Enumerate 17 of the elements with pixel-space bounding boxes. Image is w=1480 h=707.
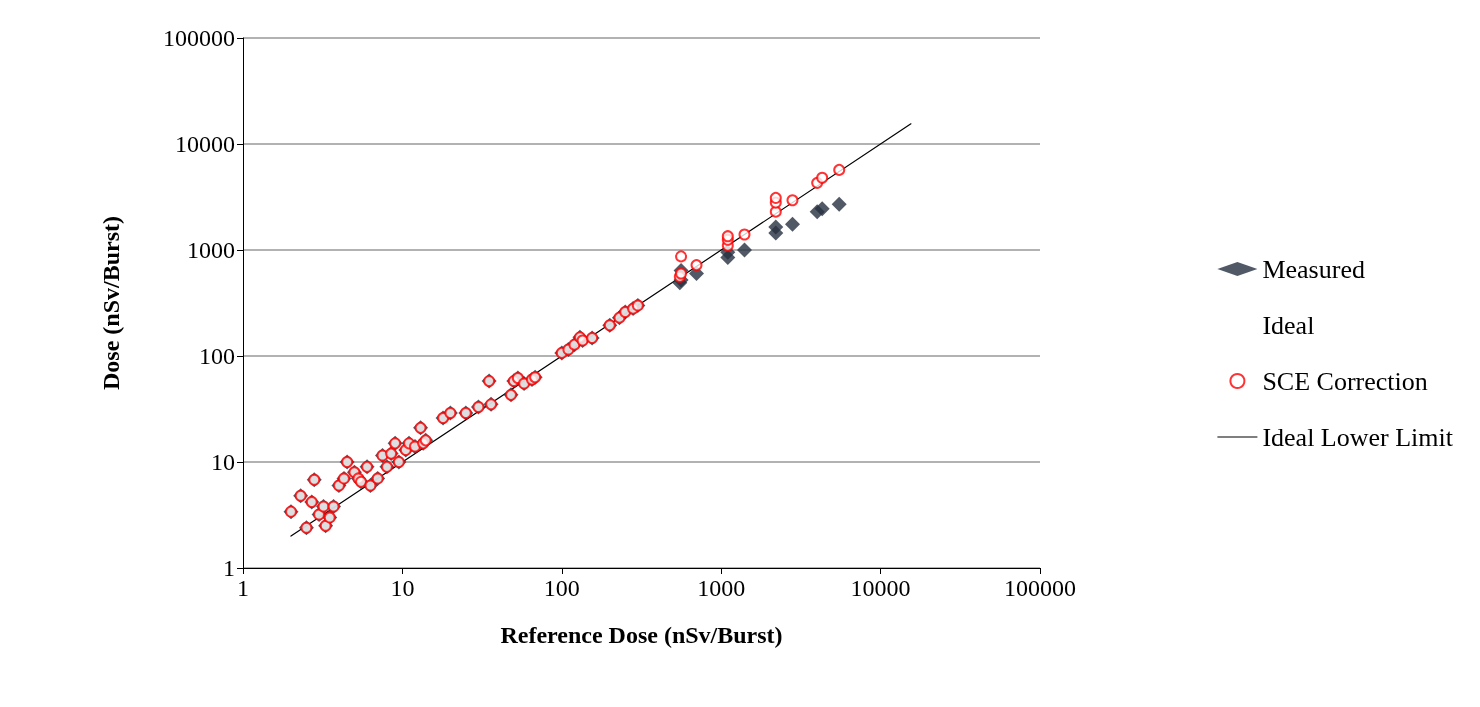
x-tick-label: 1000 — [697, 575, 746, 601]
x-tick-label: 10000 — [850, 575, 911, 601]
x-tick-label: 100 — [543, 575, 580, 601]
y-tick-label: 1000 — [187, 237, 235, 263]
x-tick-label: 10 — [390, 575, 415, 601]
y-axis-title: Dose (nSv/Burst) — [98, 215, 124, 391]
y-tick-label: 1 — [223, 555, 235, 581]
legend-label: Ideal Lower Limit — [1262, 422, 1454, 452]
x-axis-title: Reference Dose (nSv/Burst) — [500, 622, 783, 648]
legend-label: Measured — [1262, 254, 1365, 284]
y-tick-label: 10000 — [175, 131, 235, 157]
x-tick-label: 100000 — [1004, 575, 1076, 601]
legend-label: SCE Correction — [1262, 366, 1428, 396]
y-tick-label: 10 — [211, 449, 235, 475]
text: Ideal — [1262, 310, 1315, 340]
y-tick-label: 100 — [199, 343, 235, 369]
y-tick-label: 100000 — [163, 25, 235, 51]
